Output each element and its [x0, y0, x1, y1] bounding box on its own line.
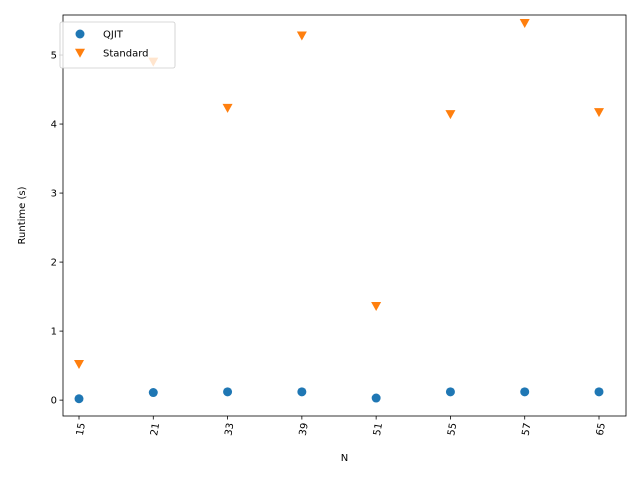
- series-qjit: [74, 387, 604, 404]
- legend-box: [59, 21, 176, 69]
- legend: QJIT Standard: [59, 21, 176, 69]
- x-axis-label: N: [341, 453, 348, 464]
- y-tick-label-4: 4: [51, 120, 57, 131]
- point-standard-65: [594, 108, 604, 118]
- y-axis-label: Runtime (s): [17, 186, 28, 244]
- x-tick-label-15: 15: [75, 422, 88, 436]
- y-tick-label-3: 3: [51, 189, 57, 200]
- point-standard-57: [519, 19, 530, 29]
- point-standard-39: [296, 31, 307, 41]
- axes: 15 21 33 39 51 55 57 65 0 1 2 3 4 5: [51, 14, 627, 437]
- x-tick-label-55: 55: [446, 422, 459, 436]
- plot-area: [74, 19, 604, 404]
- y-tick-label-0: 0: [51, 396, 57, 407]
- y-tick-label-2: 2: [51, 258, 57, 269]
- y-tick-label-1: 1: [51, 327, 57, 338]
- point-standard-51: [371, 302, 382, 312]
- x-tick-label-33: 33: [223, 422, 236, 436]
- x-tick-label-51: 51: [372, 422, 385, 436]
- point-qjit-39: [297, 387, 307, 397]
- point-qjit-21: [148, 388, 158, 398]
- legend-label-standard: Standard: [103, 49, 149, 60]
- point-standard-33: [222, 103, 233, 113]
- point-standard-15: [74, 359, 84, 369]
- legend-label-qjit: QJIT: [103, 30, 124, 41]
- point-qjit-51: [371, 393, 381, 403]
- x-tick-label-65: 65: [595, 422, 608, 436]
- point-qjit-65: [594, 387, 604, 397]
- point-qjit-15: [74, 394, 84, 404]
- point-standard-55: [445, 110, 456, 120]
- point-qjit-57: [520, 387, 530, 397]
- point-qjit-55: [445, 387, 455, 397]
- axes-frame: [62, 14, 627, 417]
- x-tick-label-21: 21: [149, 422, 162, 436]
- point-qjit-33: [223, 387, 233, 397]
- legend-marker-standard: [75, 48, 85, 58]
- legend-marker-qjit: [75, 29, 85, 39]
- y-tick-label-5: 5: [51, 51, 57, 62]
- x-tick-label-39: 39: [298, 422, 311, 436]
- x-tick-label-57: 57: [521, 422, 534, 436]
